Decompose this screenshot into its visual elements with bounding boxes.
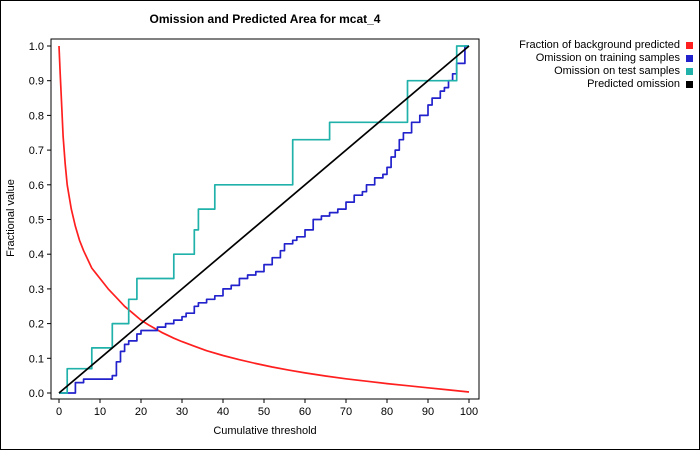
legend-item: Predicted omission xyxy=(519,78,693,90)
legend-item: Fraction of background predicted xyxy=(519,39,693,51)
y-tick-label: 1.0 xyxy=(29,41,44,53)
series-2-line xyxy=(59,45,469,394)
legend-swatch-training-omission xyxy=(686,54,693,62)
y-tick-label: 0.5 xyxy=(29,215,44,227)
chart-title: Omission and Predicted Area for mcat_4 xyxy=(149,12,381,26)
legend: Fraction of background predicted Omissio… xyxy=(519,39,693,90)
legend-item: Omission on training samples xyxy=(519,52,693,64)
series-1-line xyxy=(59,45,469,394)
y-axis-label: Fractional value xyxy=(5,179,17,257)
legend-label: Predicted omission xyxy=(587,78,680,90)
y-tick-label: 0.6 xyxy=(29,180,44,192)
x-axis-label: Cumulative threshold xyxy=(213,425,317,437)
x-tick-label: 60 xyxy=(299,406,311,418)
x-tick-label: 80 xyxy=(381,406,393,418)
x-tick-label: 0 xyxy=(56,406,62,418)
legend-item: Omission on test samples xyxy=(519,65,693,77)
y-tick-label: 0.4 xyxy=(29,249,44,261)
y-tick-label: 0.8 xyxy=(29,110,44,122)
x-tick-label: 90 xyxy=(422,406,434,418)
x-tick-label: 10 xyxy=(94,406,106,418)
y-tick-label: 0.9 xyxy=(29,76,44,88)
x-tick-label: 50 xyxy=(258,406,270,418)
y-tick-label: 0.1 xyxy=(29,353,44,365)
series-3-line xyxy=(58,45,470,394)
legend-label: Omission on training samples xyxy=(535,52,680,64)
y-tick-label: 0.7 xyxy=(29,145,44,157)
x-tick-label: 70 xyxy=(340,406,352,418)
legend-swatch-test-omission xyxy=(686,67,693,75)
x-tick-label: 20 xyxy=(135,406,147,418)
y-tick-label: 0.3 xyxy=(29,284,44,296)
y-tick-label: 0.2 xyxy=(29,319,44,331)
legend-swatch-background-predicted xyxy=(686,41,693,49)
x-tick-label: 100 xyxy=(460,406,478,418)
legend-label: Omission on test samples xyxy=(554,65,680,77)
y-tick-label: 0.0 xyxy=(29,388,44,400)
legend-swatch-predicted-omission xyxy=(686,80,693,88)
x-tick-label: 30 xyxy=(176,406,188,418)
x-tick-label: 40 xyxy=(217,406,229,418)
legend-label: Fraction of background predicted xyxy=(519,39,680,51)
series-0-line xyxy=(58,45,470,393)
